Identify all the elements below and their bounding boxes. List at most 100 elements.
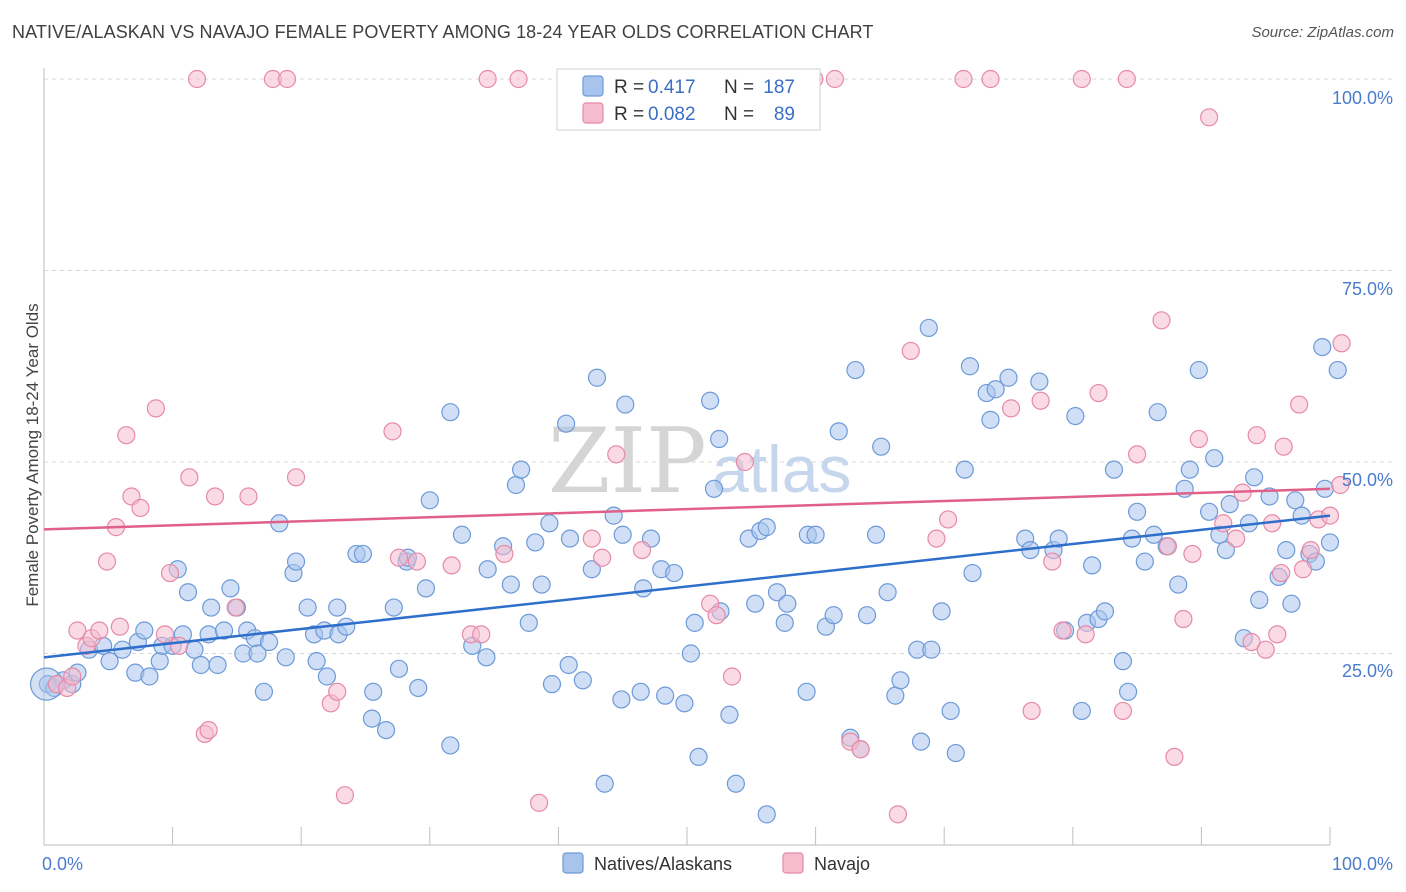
point-natives-74	[560, 529, 580, 548]
point-navajo-48	[722, 667, 742, 686]
source-label: Source: ZipAtlas.com	[1251, 24, 1394, 41]
point-natives-49	[376, 720, 396, 740]
point-natives-11	[135, 621, 154, 640]
point-natives-123	[911, 732, 931, 751]
point-natives-104	[767, 583, 787, 602]
point-natives-37	[298, 598, 317, 617]
point-navajo-12	[131, 498, 150, 518]
bottom-legend-natives: Natives/Alaskans	[594, 854, 732, 874]
point-natives-87	[656, 686, 675, 705]
chart-title: NATIVE/ALASKAN VS NAVAJO FEMALE POVERTY …	[12, 22, 874, 42]
series-navajo	[47, 69, 1351, 824]
point-natives-134	[986, 380, 1005, 399]
point-navajo-26	[286, 468, 306, 487]
point-natives-41	[317, 667, 337, 686]
point-natives-152	[1127, 502, 1147, 521]
point-navajo-36	[478, 69, 497, 89]
watermark-atlas: atlas	[712, 432, 851, 506]
point-natives-159	[1180, 460, 1199, 479]
legend-n-label-natives: N =	[724, 77, 754, 98]
point-navajo-16	[169, 636, 189, 655]
point-natives-55	[416, 579, 436, 598]
point-navajo-37	[495, 544, 514, 564]
point-natives-133	[981, 410, 1000, 429]
point-natives-172	[1277, 540, 1296, 560]
point-natives-92	[689, 747, 708, 767]
legend-n-navajo: 89	[774, 104, 795, 125]
point-navajo-25	[277, 69, 297, 89]
point-natives-91	[685, 613, 704, 632]
point-natives-126	[932, 602, 951, 621]
point-natives-168	[1245, 468, 1264, 487]
point-natives-117	[866, 525, 886, 544]
x-tick-label-1: 100.0%	[1332, 854, 1393, 874]
point-navajo-22	[226, 598, 245, 617]
point-natives-78	[595, 774, 614, 793]
point-natives-116	[857, 606, 877, 625]
point-navajo-90	[1331, 475, 1350, 495]
point-natives-118	[872, 437, 891, 456]
point-navajo-61	[1001, 399, 1021, 418]
point-navajo-15	[160, 563, 180, 583]
point-navajo-17	[180, 468, 199, 487]
point-navajo-77	[1189, 429, 1208, 449]
point-navajo-41	[582, 529, 601, 548]
point-natives-119	[878, 583, 897, 602]
point-navajo-18	[187, 69, 207, 89]
point-natives-66	[512, 460, 531, 479]
point-navajo-54	[851, 740, 870, 759]
point-natives-61	[477, 648, 496, 667]
point-navajo-60	[981, 69, 1000, 89]
point-natives-102	[757, 518, 776, 537]
point-natives-67	[519, 613, 538, 632]
point-navajo-93	[1256, 640, 1275, 659]
point-natives-138	[1030, 372, 1049, 391]
point-natives-165	[1220, 495, 1239, 514]
point-navajo-70	[1117, 69, 1136, 89]
point-navajo-65	[1053, 621, 1072, 640]
point-natives-131	[963, 563, 982, 583]
y-tick-label-0: 25.0%	[1342, 661, 1393, 681]
point-navajo-30	[383, 422, 402, 441]
point-navajo-59	[954, 69, 973, 89]
point-navajo-94	[1272, 563, 1291, 583]
point-natives-19	[185, 640, 204, 659]
point-natives-127	[941, 701, 960, 721]
point-natives-124	[919, 318, 938, 338]
point-natives-77	[587, 368, 607, 387]
point-natives-50	[384, 598, 403, 617]
point-natives-143	[1072, 701, 1091, 721]
point-navajo-72	[1152, 311, 1171, 330]
point-natives-111	[824, 606, 843, 625]
point-natives-129	[955, 460, 974, 479]
legend-r-natives: 0.417	[648, 77, 696, 98]
point-natives-125	[922, 640, 941, 659]
point-navajo-86	[1274, 437, 1293, 456]
point-navajo-87	[1290, 395, 1309, 414]
point-natives-64	[501, 575, 520, 594]
point-natives-142	[1066, 406, 1085, 426]
point-natives-164	[1216, 540, 1235, 560]
legend-r-navajo: 0.082	[648, 104, 696, 125]
point-natives-147	[1095, 602, 1115, 621]
point-navajo-23	[239, 487, 258, 506]
point-natives-81	[613, 525, 632, 544]
point-natives-80	[612, 690, 631, 709]
point-natives-128	[946, 743, 965, 763]
point-natives-46	[353, 544, 373, 564]
point-navajo-58	[938, 510, 958, 529]
point-natives-98	[726, 774, 745, 793]
point-navajo-74	[1165, 747, 1184, 767]
point-natives-47	[362, 709, 382, 728]
point-navajo-39	[530, 793, 549, 812]
point-navajo-83	[1247, 426, 1266, 445]
point-navajo-68	[1089, 383, 1108, 403]
trend-lines	[43, 487, 1331, 659]
point-natives-57	[441, 403, 460, 422]
point-natives-178	[1313, 338, 1332, 357]
point-navajo-3	[68, 621, 87, 640]
point-natives-105	[775, 613, 794, 632]
point-natives-93	[701, 391, 720, 410]
trend-line-navajo	[43, 487, 1331, 531]
point-navajo-32	[407, 552, 427, 571]
